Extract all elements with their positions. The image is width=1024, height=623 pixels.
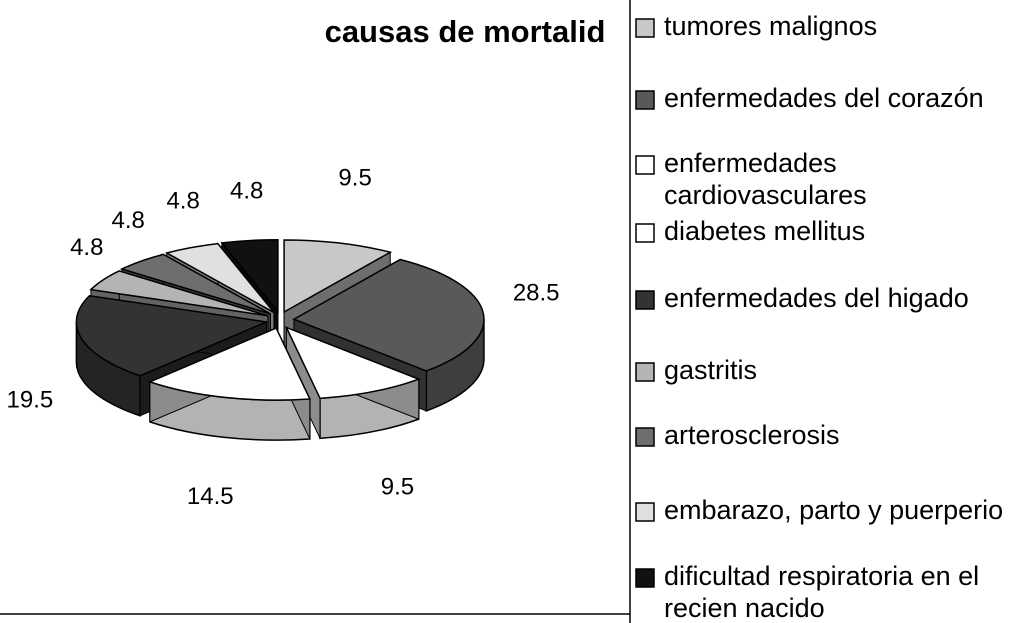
data-label: 28.5 xyxy=(513,280,560,307)
legend-swatch xyxy=(635,18,655,38)
legend-label: diabetes mellitus xyxy=(664,216,865,246)
legend-swatch xyxy=(635,155,655,175)
data-label: 4.8 xyxy=(112,207,145,234)
legend-label: enfermedades del higado xyxy=(664,283,969,313)
legend-label: tumores malignos xyxy=(664,11,877,41)
data-label: 9.5 xyxy=(381,474,414,501)
legend-label: enfermedades del corazón xyxy=(664,83,984,113)
legend-label: embarazo, parto y puerperio xyxy=(664,495,1003,525)
legend-label: enfermedades cardiovasculares xyxy=(664,148,867,210)
data-label: 9.5 xyxy=(338,164,371,191)
slice xyxy=(119,253,271,315)
data-label: 19.5 xyxy=(7,386,54,413)
legend-swatch xyxy=(635,223,655,243)
legend-label-line: enfermedades xyxy=(664,148,837,178)
data-label: 4.8 xyxy=(70,234,103,261)
slice xyxy=(89,270,269,317)
data-label: 4.8 xyxy=(166,187,199,214)
slice xyxy=(292,258,485,372)
chart-title: causas de mortalid xyxy=(325,14,606,49)
data-label: 4.8 xyxy=(230,177,263,204)
legend-swatch xyxy=(635,90,655,110)
data-label: 14.5 xyxy=(187,483,234,510)
legend-label-line: dificultad respiratoria en el xyxy=(664,561,979,591)
legend-label: gastritis xyxy=(664,355,757,385)
legend-swatch xyxy=(635,362,655,382)
slice xyxy=(164,242,275,314)
slice xyxy=(75,294,270,377)
legend-swatch xyxy=(635,568,655,588)
slice xyxy=(283,239,393,314)
legend-label-line: cardiovasculares xyxy=(664,180,867,210)
legend-swatch xyxy=(635,427,655,447)
slice xyxy=(147,327,311,401)
legend-label: arterosclerosis xyxy=(664,420,840,450)
legend-label-line: recien nacido xyxy=(664,593,825,623)
legend-swatch xyxy=(635,502,655,522)
legend-label: dificultad respiratoria en el recien naci… xyxy=(664,561,979,623)
legend-swatch xyxy=(635,290,655,310)
slice xyxy=(220,238,279,314)
slice xyxy=(284,326,421,400)
